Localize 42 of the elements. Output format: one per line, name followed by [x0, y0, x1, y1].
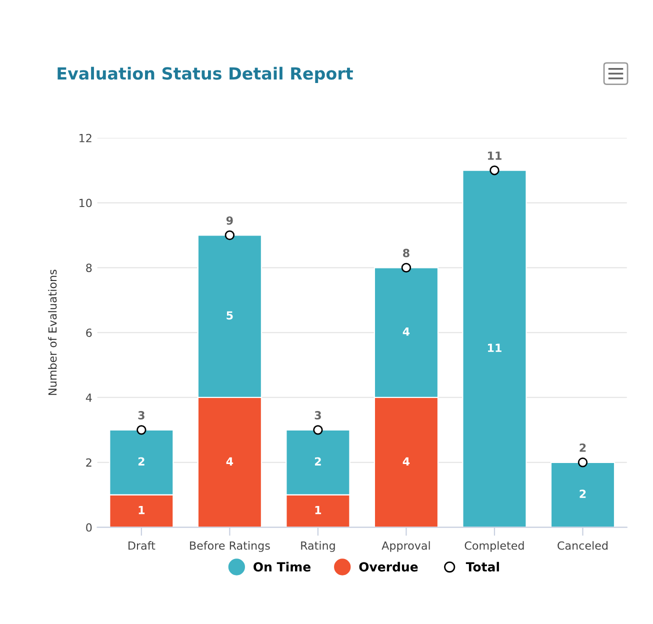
legend-label: Total	[466, 562, 499, 572]
bar	[550, 462, 616, 528]
data-label: 5	[226, 311, 233, 320]
bar	[462, 170, 527, 528]
x-tick-label: Approval	[382, 541, 430, 552]
data-label: 9	[226, 216, 233, 225]
y-tick-label: 0	[86, 523, 92, 532]
x-tick-label: Completed	[464, 541, 524, 552]
data-label: 2	[580, 490, 586, 498]
data-label: 8	[403, 248, 410, 258]
data-label: 11	[488, 344, 502, 352]
x-tick-label: Canceled	[558, 541, 608, 550]
data-label: 3	[138, 411, 144, 420]
point	[224, 230, 235, 240]
chart-title: Evaluation Status Detail Report	[58, 66, 353, 83]
data-label: 2	[314, 457, 321, 466]
x-tick-label: Draft	[128, 541, 156, 550]
point	[313, 425, 323, 435]
y-tick-label: 12	[80, 134, 92, 142]
legend-label: Overdue	[359, 562, 418, 572]
y-tick-label: 4	[86, 394, 92, 402]
data-label: 11	[488, 152, 502, 160]
y-tick-label: 6	[86, 328, 92, 337]
data-label: 2	[138, 457, 144, 466]
data-label: 1	[315, 506, 322, 514]
y-tick-label: 10	[80, 198, 92, 208]
data-label: 3	[314, 411, 321, 420]
data-label: 4	[226, 457, 234, 466]
x-tick-label: Before Ratings	[190, 541, 270, 552]
point	[401, 262, 412, 273]
y-tick-label: 8	[86, 264, 92, 272]
data-label: 2	[580, 443, 586, 452]
point	[578, 458, 588, 468]
data-label: 4	[402, 328, 410, 336]
legend-label: On Time	[254, 562, 311, 572]
point	[490, 165, 500, 176]
y-axis-title: Number of Evaluations	[48, 270, 57, 395]
x-tick-label: Rating	[301, 541, 335, 552]
point	[136, 425, 146, 435]
y-tick-label: 2	[86, 458, 92, 467]
data-label: 1	[138, 506, 145, 514]
data-label: 4	[402, 457, 410, 466]
